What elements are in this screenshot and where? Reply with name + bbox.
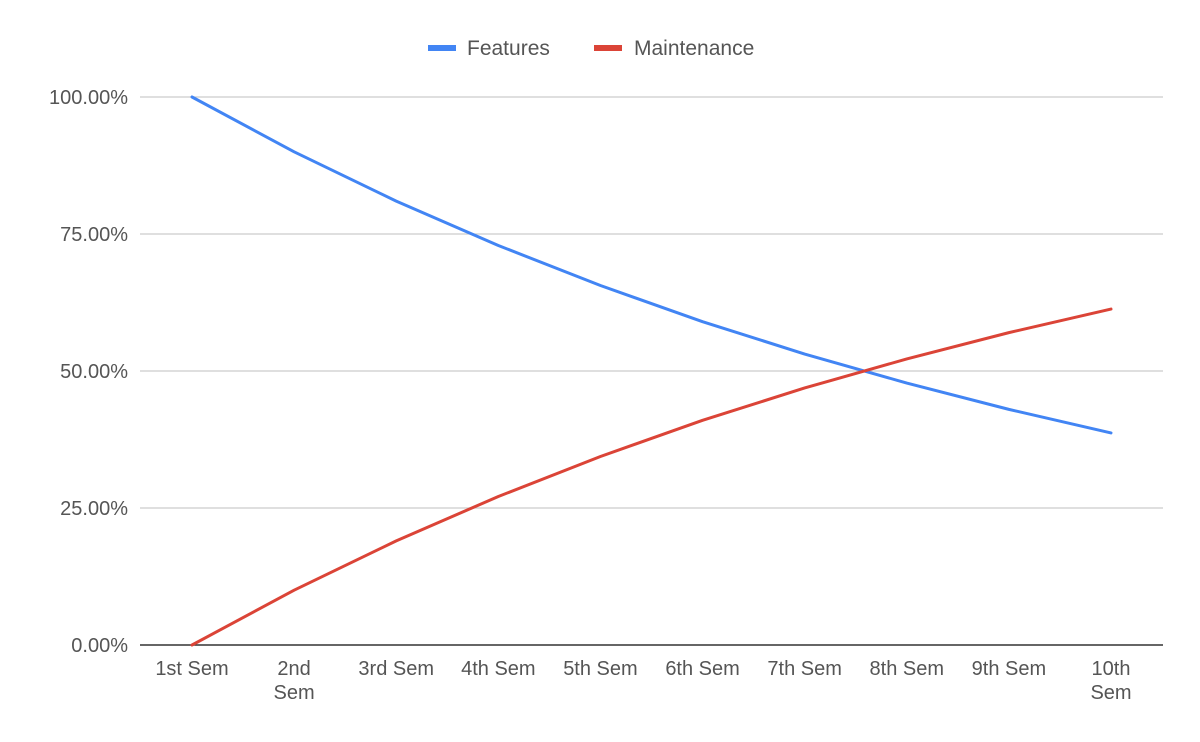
x-tick-label: 1st Sem <box>155 658 228 680</box>
series-line-maintenance <box>190 307 1113 647</box>
y-tick-label: 25.00% <box>60 498 128 520</box>
x-tick-label: 7th Sem <box>767 658 841 680</box>
y-tick-label: 50.00% <box>60 361 128 383</box>
legend-label-features: Features <box>467 37 550 60</box>
x-tick-label: 2nd Sem <box>274 658 315 704</box>
y-axis-tick-labels: 0.00% 25.00% 50.00% 75.00% 100.00% <box>49 87 128 657</box>
x-tick-label: 5th Sem <box>563 658 637 680</box>
x-tick-label: 6th Sem <box>665 658 739 680</box>
x-tick-label: 3rd Sem <box>358 658 434 680</box>
legend: Features Maintenance <box>428 37 754 60</box>
legend-swatch-features <box>428 45 456 51</box>
series-line-features <box>190 95 1113 435</box>
x-tick-label: 4th Sem <box>461 658 535 680</box>
x-tick-label: 10th Sem <box>1090 658 1131 704</box>
x-axis-tick-labels: 1st Sem 2nd Sem 3rd Sem 4th Sem 5th Sem 6th Se… <box>155 658 1131 704</box>
y-tick-label: 100.00% <box>49 87 128 109</box>
y-tick-label: 75.00% <box>60 224 128 246</box>
series-lines <box>190 95 1113 647</box>
x-tick-label: 9th Sem <box>972 658 1046 680</box>
x-tick-label: 8th Sem <box>870 658 944 680</box>
legend-label-maintenance: Maintenance <box>634 37 754 60</box>
gridlines <box>140 96 1163 646</box>
y-tick-label: 0.00% <box>71 635 128 657</box>
legend-swatch-maintenance <box>594 45 622 51</box>
